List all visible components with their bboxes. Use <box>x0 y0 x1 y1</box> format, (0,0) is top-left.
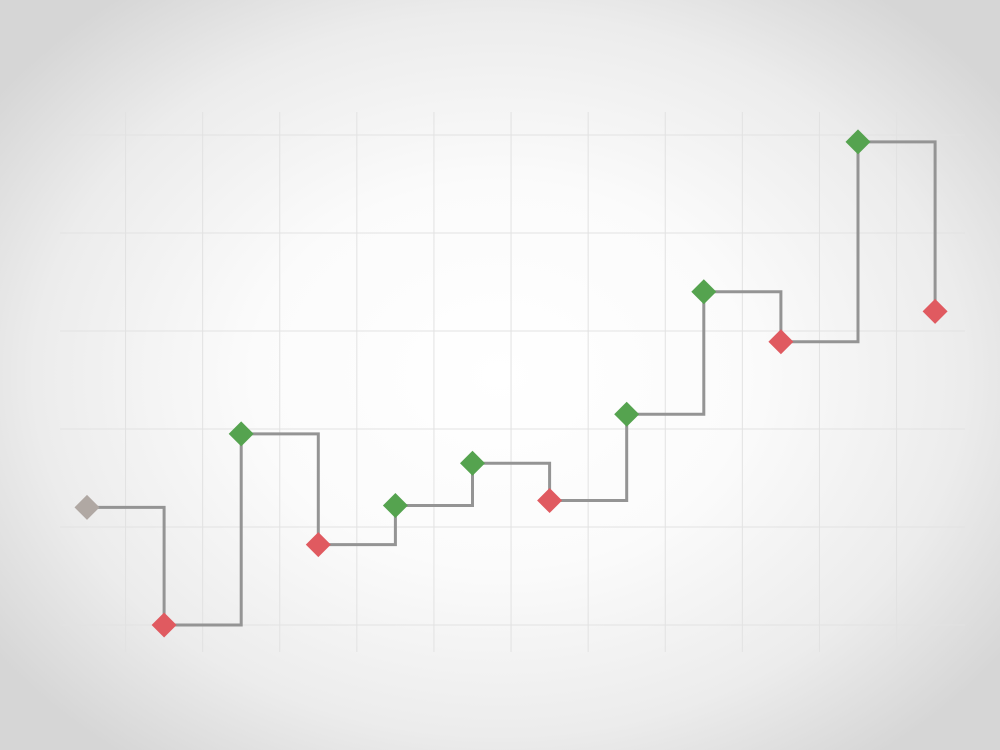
series-layer <box>87 140 937 627</box>
data-point-start-marker <box>74 494 100 520</box>
data-point-up-marker <box>382 492 408 518</box>
data-point-down-marker <box>922 298 948 324</box>
markers-layer <box>74 129 948 638</box>
chart-grid <box>60 112 965 652</box>
data-point-up-marker <box>691 279 717 305</box>
data-point-down-marker <box>537 488 563 514</box>
data-point-up-marker <box>228 421 254 447</box>
data-point-down-marker <box>305 532 331 558</box>
data-point-up-marker <box>845 129 871 155</box>
data-point-down-marker <box>151 612 177 638</box>
series-step-line <box>87 140 937 627</box>
data-point-up-marker <box>614 401 640 427</box>
data-point-up-marker <box>460 450 485 476</box>
data-point-down-marker <box>768 329 794 355</box>
